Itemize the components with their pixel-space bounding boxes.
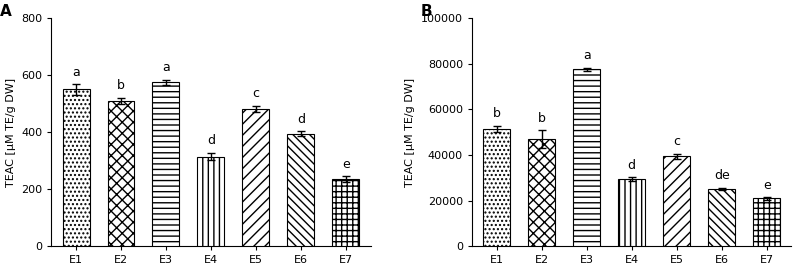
Bar: [709, 189, 735, 246]
Text: a: a: [162, 61, 170, 74]
Text: de: de: [714, 169, 729, 182]
Text: B: B: [421, 4, 433, 19]
Text: b: b: [538, 112, 546, 125]
Text: d: d: [207, 134, 215, 147]
Bar: [528, 139, 556, 246]
Text: a: a: [583, 49, 591, 62]
Text: e: e: [763, 179, 771, 192]
Bar: [242, 109, 269, 246]
Y-axis label: TEAC [μM TE/g DW]: TEAC [μM TE/g DW]: [406, 78, 415, 187]
Bar: [152, 82, 179, 246]
Bar: [573, 69, 600, 246]
Bar: [288, 134, 315, 246]
Bar: [62, 89, 89, 246]
Text: e: e: [342, 158, 350, 171]
Bar: [753, 198, 780, 246]
Bar: [332, 179, 359, 246]
Bar: [198, 157, 225, 246]
Bar: [108, 101, 135, 246]
Bar: [618, 179, 646, 246]
Text: b: b: [493, 107, 501, 120]
Text: a: a: [73, 66, 80, 79]
Text: c: c: [253, 87, 260, 100]
Text: b: b: [117, 79, 125, 92]
Y-axis label: TEAC [μM TE/g DW]: TEAC [μM TE/g DW]: [6, 78, 16, 187]
Text: d: d: [628, 159, 636, 172]
Bar: [483, 129, 510, 246]
Text: d: d: [297, 113, 305, 126]
Text: c: c: [673, 135, 680, 148]
Bar: [663, 156, 690, 246]
Text: A: A: [0, 4, 12, 19]
